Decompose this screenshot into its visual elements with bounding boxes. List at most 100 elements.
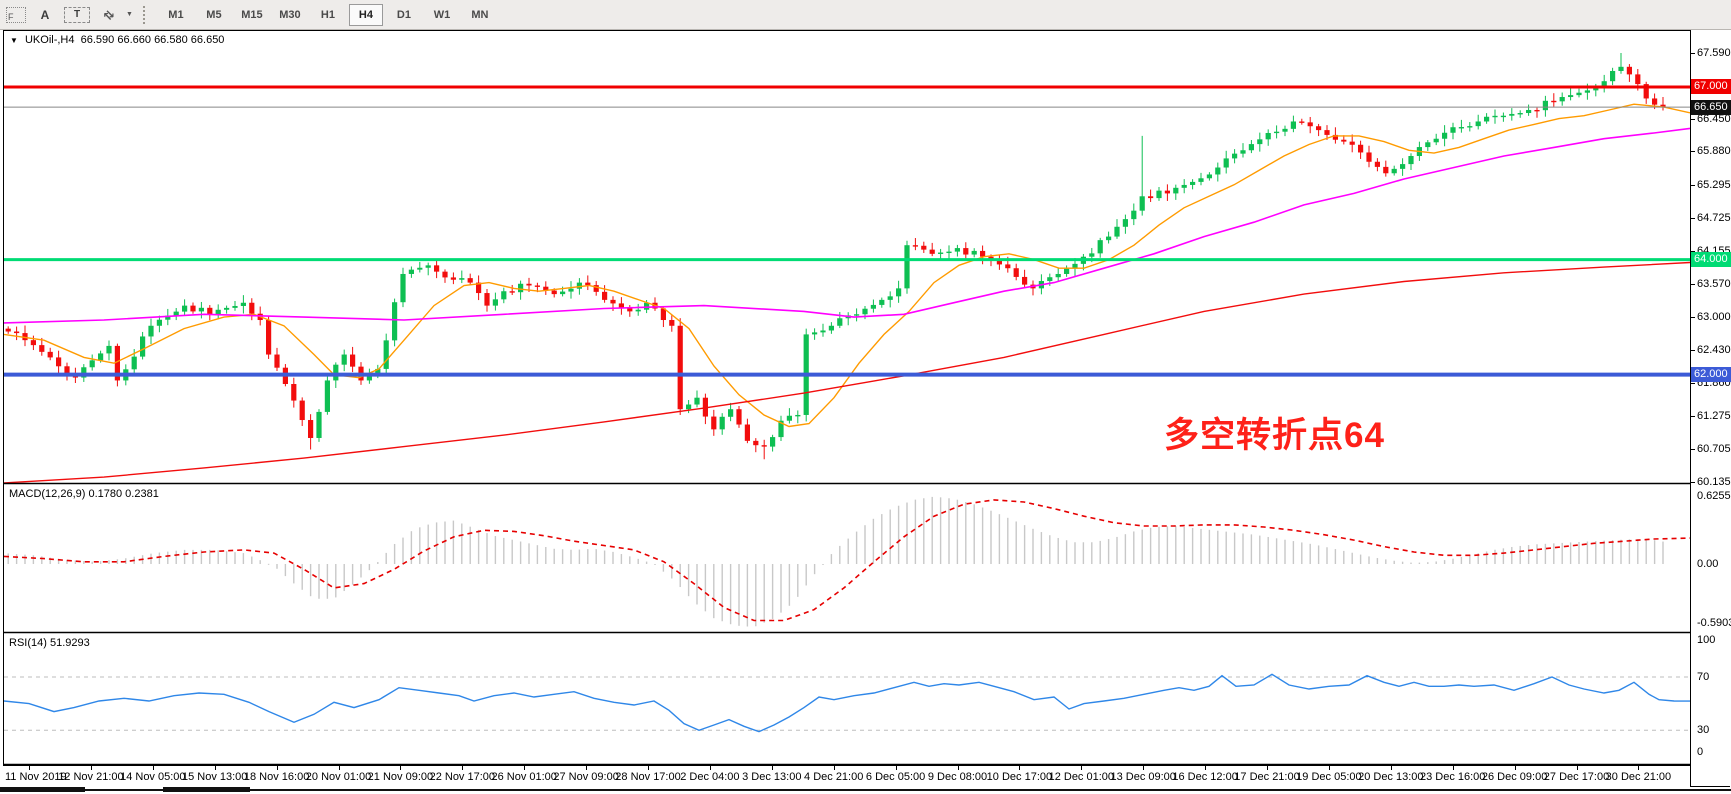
rsi-axis-label: 100	[1697, 634, 1716, 646]
price-tick-mark	[1691, 449, 1695, 451]
date-tick-mark	[1267, 766, 1268, 770]
drawing-tools-group: F A T ⇄ ▼	[0, 4, 139, 26]
rsi-axis-label: 30	[1697, 724, 1710, 736]
date-tick-mark	[1514, 766, 1516, 770]
chart-title: ▼ UKOil-,H4 66.590 66.660 66.580 66.650	[10, 34, 224, 46]
date-tick-label: 22 Nov 17:00	[429, 771, 496, 783]
price-tick-label: 63.570	[1697, 278, 1731, 291]
date-tick-label: 19 Dec 05:00	[1296, 771, 1362, 783]
date-tick-mark	[152, 766, 154, 770]
date-tick-mark	[895, 766, 897, 770]
timeframe-button-h1[interactable]: H1	[320, 8, 335, 21]
price-tick-mark	[1691, 284, 1695, 286]
ohlc-high: 66.660	[117, 34, 151, 46]
date-tick-mark	[957, 766, 959, 770]
styles-tool-icon[interactable]: ⇄	[100, 5, 118, 24]
bottom-bar-segment	[0, 787, 85, 792]
timeframe-button-m30[interactable]: M30	[279, 8, 301, 21]
timeframe-button-d1[interactable]: D1	[396, 8, 411, 21]
collapse-triangle-icon[interactable]: ▼	[10, 36, 18, 45]
date-tick-mark	[276, 766, 278, 770]
date-tick-mark	[771, 766, 773, 770]
ohlc-close: 66.650	[190, 34, 225, 46]
date-tick-label: 9 Dec 08:00	[927, 771, 988, 783]
price-badge-64.000: 64.000	[1691, 252, 1731, 268]
bottom-window-edge	[0, 789, 1731, 791]
price-tick-mark	[1691, 482, 1695, 483]
symbol-label: UKOil-,H4	[24, 34, 75, 46]
ma-fast-orange-line	[4, 103, 1690, 428]
main-chart-canvas[interactable]	[4, 31, 1690, 786]
date-tick-label: 23 Dec 16:00	[1419, 771, 1486, 783]
date-tick-label: 14 Nov 05:00	[120, 771, 186, 783]
date-tick-mark	[833, 766, 835, 770]
date-tick-mark	[400, 766, 402, 770]
date-tick-mark	[338, 766, 340, 770]
date-tick-mark	[1205, 766, 1207, 770]
date-tick-label: 12 Nov 21:00	[58, 771, 124, 783]
date-tick-label: 12 Dec 01:00	[1048, 771, 1115, 783]
date-tick-mark	[1328, 766, 1330, 770]
price-tick-label: 60.705	[1697, 443, 1731, 456]
date-tick-label: 2 Dec 04:00	[680, 771, 740, 783]
macd-signal-line	[4, 499, 1690, 622]
price-tick-label: 65.880	[1697, 145, 1731, 158]
timeframes-group: M1 M5 M15 M30 H1 H4 D1 W1 MN	[153, 3, 503, 26]
date-tick-mark	[29, 766, 30, 770]
date-tick-label: 18 Nov 16:00	[243, 771, 310, 783]
date-tick-label: 20 Dec 13:00	[1358, 771, 1424, 783]
timeframe-button-m5[interactable]: M5	[206, 8, 222, 21]
price-tick-label: 65.295	[1697, 179, 1731, 192]
price-tick-mark	[1691, 416, 1695, 418]
price-tick-mark	[1691, 317, 1695, 319]
rsi-axis-label: 70	[1697, 671, 1710, 683]
ma-medium-magenta-line	[4, 127, 1690, 324]
price-tick-label: 67.590	[1697, 47, 1731, 59]
date-tick-label: 15 Nov 13:00	[181, 771, 248, 783]
price-tick-label: 62.430	[1697, 343, 1731, 356]
macd-layer	[4, 496, 1690, 627]
timeframe-button-mn[interactable]: MN	[471, 8, 489, 21]
price-tick-label: 61.275	[1697, 410, 1731, 423]
date-tick-mark	[462, 766, 464, 770]
dropdown-caret-icon[interactable]: ▼	[126, 11, 133, 18]
textbox-tool-icon[interactable]: T	[64, 6, 90, 23]
toolbar-grip	[142, 5, 149, 24]
date-axis: 11 Nov 2019 12 Nov 21:00 14 Nov 05:00 15 No…	[3, 765, 1690, 788]
price-tick-mark	[1691, 118, 1695, 120]
date-tick-label: 6 Dec 05:00	[865, 771, 926, 783]
price-tick-mark	[1691, 53, 1695, 54]
date-tick-mark	[1452, 766, 1454, 770]
date-tick-mark	[1019, 766, 1021, 770]
chart-window[interactable]	[3, 30, 1730, 787]
date-tick-mark	[1638, 766, 1640, 770]
pattern-tool-icon[interactable]: F	[6, 6, 26, 23]
date-tick-label: 28 Nov 17:00	[615, 771, 681, 783]
date-tick-label: 4 Dec 21:00	[804, 771, 864, 783]
date-tick-label: 3 Dec 13:00	[742, 771, 802, 783]
ohlc-low: 66.580	[154, 34, 188, 46]
label-tool-icon[interactable]: A	[40, 7, 50, 22]
bottom-bar-segment	[163, 787, 250, 792]
price-tick-mark	[1691, 250, 1695, 252]
price-badge-62.000: 62.000	[1691, 367, 1731, 383]
timeframe-button-m1[interactable]: M1	[168, 8, 184, 21]
timeframe-button-h4[interactable]: H4	[348, 3, 383, 26]
date-tick-mark	[1576, 766, 1578, 770]
ma-slow-red-line	[4, 261, 1690, 484]
rsi-line	[4, 673, 1690, 733]
date-tick-label: 26 Nov 01:00	[491, 771, 557, 783]
timeframe-button-m15[interactable]: M15	[241, 8, 263, 21]
price-tick-mark	[1691, 151, 1695, 153]
price-tick-label: 60.135	[1697, 476, 1731, 488]
date-tick-label: 27 Dec 17:00	[1543, 771, 1610, 783]
price-tick-mark	[1691, 382, 1695, 384]
price-axis: 67.590 66.450 65.880 65.295 64.725 64.155 63.5…	[1691, 30, 1731, 786]
price-tick-mark	[1691, 185, 1695, 187]
timeframe-button-w1[interactable]: W1	[433, 8, 451, 21]
date-tick-label: 26 Dec 09:00	[1481, 771, 1548, 783]
date-tick-label: 10 Dec 17:00	[986, 771, 1053, 783]
date-tick-mark	[1390, 766, 1392, 770]
price-tick-label: 64.725	[1697, 211, 1731, 224]
